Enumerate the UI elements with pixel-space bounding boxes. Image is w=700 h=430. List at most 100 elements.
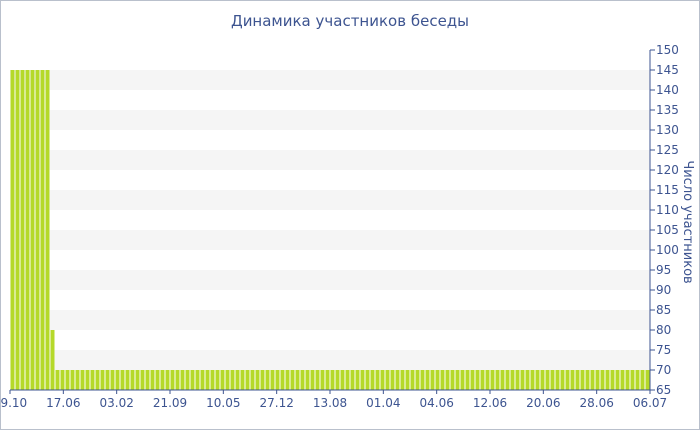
bar <box>625 370 630 390</box>
bar <box>200 370 205 390</box>
bar <box>255 370 260 390</box>
bar <box>575 370 580 390</box>
bar <box>140 370 145 390</box>
bar <box>365 370 370 390</box>
x-tick-label: 13.08 <box>313 396 347 410</box>
bar <box>30 70 35 390</box>
x-tick-label: 06.07 <box>633 396 667 410</box>
bar <box>215 370 220 390</box>
bar <box>565 370 570 390</box>
bar <box>545 370 550 390</box>
bar <box>595 370 600 390</box>
y-tick-label: 95 <box>656 263 671 277</box>
bar <box>60 370 65 390</box>
x-tick-label: 29.10 <box>0 396 27 410</box>
y-tick-label: 115 <box>656 183 679 197</box>
grid-band <box>10 310 650 330</box>
grid-band <box>10 230 650 250</box>
bar <box>615 370 620 390</box>
bar <box>300 370 305 390</box>
bar <box>45 70 50 390</box>
bar <box>530 370 535 390</box>
bar <box>280 370 285 390</box>
x-tick-label: 20.06 <box>526 396 560 410</box>
bar <box>195 370 200 390</box>
bar <box>115 370 120 390</box>
bar <box>360 370 365 390</box>
bar <box>420 370 425 390</box>
bar <box>375 370 380 390</box>
bar <box>330 370 335 390</box>
bar <box>230 370 235 390</box>
bar <box>270 370 275 390</box>
bar <box>240 370 245 390</box>
bar <box>155 370 160 390</box>
x-tick-label: 28.06 <box>579 396 613 410</box>
bar <box>315 370 320 390</box>
bar <box>285 370 290 390</box>
bar <box>10 70 15 390</box>
bar <box>110 370 115 390</box>
bar <box>455 370 460 390</box>
bar <box>605 370 610 390</box>
bar <box>505 370 510 390</box>
y-tick-label: 145 <box>656 63 679 77</box>
y-tick-label: 80 <box>656 323 671 337</box>
bar <box>415 370 420 390</box>
bar <box>290 370 295 390</box>
bar <box>90 370 95 390</box>
bar <box>265 370 270 390</box>
y-tick-label: 100 <box>656 243 679 257</box>
bar <box>180 370 185 390</box>
bar <box>590 370 595 390</box>
bar <box>205 370 210 390</box>
grid-band <box>10 270 650 290</box>
bar <box>175 370 180 390</box>
y-tick-label: 120 <box>656 163 679 177</box>
grid-band <box>10 350 650 370</box>
bar <box>425 370 430 390</box>
bar <box>560 370 565 390</box>
bar <box>35 70 40 390</box>
bar <box>430 370 435 390</box>
bar <box>580 370 585 390</box>
bar <box>555 370 560 390</box>
bar <box>340 370 345 390</box>
bar <box>570 370 575 390</box>
bar <box>310 370 315 390</box>
bars <box>10 70 650 390</box>
bar <box>345 370 350 390</box>
x-tick-label: 12.06 <box>473 396 507 410</box>
x-tick-label: 27.12 <box>259 396 293 410</box>
bar <box>350 370 355 390</box>
bar <box>475 370 480 390</box>
bar <box>495 370 500 390</box>
bar <box>370 370 375 390</box>
bar <box>390 370 395 390</box>
bar <box>535 370 540 390</box>
bar <box>275 370 280 390</box>
bar <box>445 370 450 390</box>
chart-title: Динамика участников беседы <box>230 12 470 30</box>
bar <box>520 370 525 390</box>
x-tick-label: 03.02 <box>99 396 133 410</box>
bar <box>295 370 300 390</box>
y-tick-label: 70 <box>656 363 671 377</box>
bar <box>100 370 105 390</box>
y-axis-ticks: 65 70 75 80 85 90 95 100 105 110 115 120 125 130 135 14… <box>649 43 679 397</box>
bar <box>630 370 635 390</box>
bar <box>540 370 545 390</box>
bar <box>320 370 325 390</box>
bar <box>400 370 405 390</box>
y-tick-label: 105 <box>656 223 679 237</box>
bar <box>260 370 265 390</box>
bar <box>15 70 20 390</box>
bar <box>40 70 45 390</box>
grid-band <box>10 190 650 210</box>
bar <box>185 370 190 390</box>
bar <box>145 370 150 390</box>
bar <box>235 370 240 390</box>
bar <box>335 370 340 390</box>
bar <box>465 370 470 390</box>
